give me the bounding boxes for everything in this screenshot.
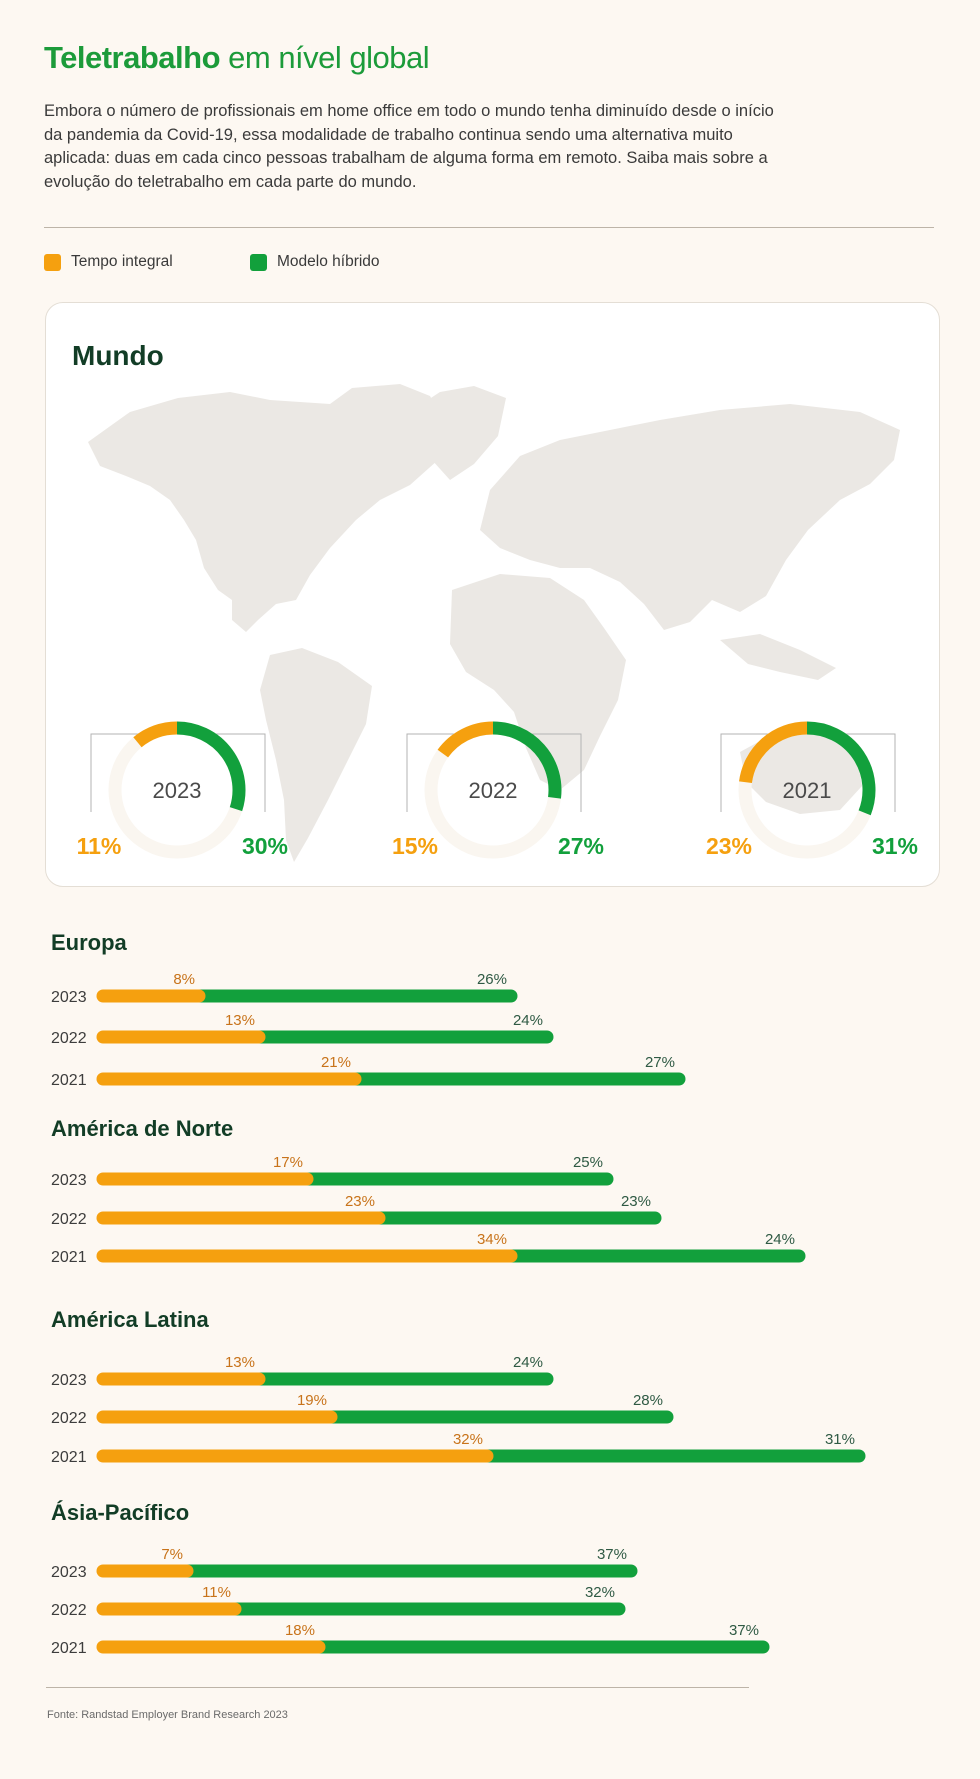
legend-item-hybrid: Modelo híbrido bbox=[250, 253, 380, 271]
region-title: Europa bbox=[51, 930, 127, 955]
donut-2022: 2022 15% 27% bbox=[392, 721, 604, 859]
footer-divider bbox=[46, 1687, 749, 1688]
bar-year-label: 2021 bbox=[51, 1249, 87, 1266]
region-group: 2023 7% 37% 2022 11% 32% 2021 18% 37% bbox=[51, 1546, 770, 1657]
legend-label-hybrid: Modelo híbrido bbox=[277, 253, 380, 270]
donut-year-label: 2022 bbox=[469, 778, 518, 803]
bar-year-label: 2023 bbox=[51, 1172, 87, 1189]
donut-arc-hybrid bbox=[176, 721, 246, 812]
bar-year-label: 2022 bbox=[51, 1410, 87, 1427]
map-south-america bbox=[260, 648, 372, 862]
bar-row: 2022 19% 28% bbox=[51, 1392, 674, 1427]
bar-full-time-label: 23% bbox=[345, 1193, 375, 1210]
divider bbox=[44, 227, 934, 228]
region-group: 2023 13% 24% 2022 19% 28% 2021 32% 31% bbox=[51, 1354, 866, 1466]
bar-full-time-label: 7% bbox=[161, 1546, 183, 1563]
bar-hybrid-label: 24% bbox=[513, 1012, 543, 1029]
donut-arc-full-time bbox=[437, 721, 494, 758]
bar-year-label: 2021 bbox=[51, 1072, 87, 1089]
page-title-light: em nível global bbox=[220, 40, 430, 75]
bar-full-time-label: 11% bbox=[202, 1584, 231, 1601]
bar-full-time-label: 17% bbox=[273, 1154, 303, 1171]
map-southeast-asia bbox=[720, 634, 836, 680]
legend-swatch-hybrid bbox=[250, 253, 267, 271]
donut-arc-full-time bbox=[133, 721, 178, 748]
bar-hybrid-label: 24% bbox=[513, 1354, 543, 1371]
region-title: Ásia-Pacífico bbox=[51, 1500, 190, 1525]
bar-year-label: 2022 bbox=[51, 1602, 87, 1619]
bar-row: 2022 11% 32% bbox=[51, 1584, 626, 1619]
region-group: 2023 8% 26% 2022 13% 24% 2021 21% 27% bbox=[51, 971, 686, 1089]
donut-hybrid-label: 30% bbox=[242, 833, 288, 859]
map-eurasia bbox=[480, 404, 900, 630]
bar-row: 2023 17% 25% bbox=[51, 1154, 614, 1189]
bar-year-label: 2023 bbox=[51, 1564, 87, 1581]
bar-row: 2022 23% 23% bbox=[51, 1193, 662, 1228]
bar-row: 2023 7% 37% bbox=[51, 1546, 638, 1581]
world-title: Mundo bbox=[72, 340, 164, 371]
legend-swatch-full-time bbox=[44, 253, 61, 271]
region-title: América Latina bbox=[51, 1307, 209, 1332]
donut-year-label: 2021 bbox=[783, 778, 832, 803]
bar-row: 2023 8% 26% bbox=[51, 971, 518, 1006]
donut-2021: 2021 23% 31% bbox=[706, 721, 918, 859]
page-title-bold: Teletrabalho bbox=[44, 40, 221, 75]
bar-full-time-label: 13% bbox=[225, 1354, 255, 1371]
bar-hybrid-label: 31% bbox=[825, 1431, 855, 1448]
bar-hybrid-label: 37% bbox=[729, 1622, 759, 1639]
map-north-america bbox=[88, 384, 445, 632]
bar-row: 2022 13% 24% bbox=[51, 1012, 554, 1047]
donut-arc-hybrid bbox=[806, 721, 876, 816]
bar-hybrid-label: 25% bbox=[573, 1154, 603, 1171]
bar-year-label: 2023 bbox=[51, 989, 87, 1006]
bar-full-time-label: 34% bbox=[477, 1231, 507, 1248]
donut-2023: 2023 11% 30% bbox=[77, 721, 288, 859]
page-title: Teletrabalho em nível global bbox=[44, 40, 430, 76]
bar-row: 2021 21% 27% bbox=[51, 1054, 686, 1089]
bar-hybrid-label: 37% bbox=[597, 1546, 627, 1563]
legend-label-full-time: Tempo integral bbox=[71, 253, 173, 270]
region-title: América de Norte bbox=[51, 1116, 234, 1141]
bar-hybrid-label: 28% bbox=[633, 1392, 663, 1409]
world-map bbox=[88, 384, 900, 862]
bar-year-label: 2022 bbox=[51, 1030, 87, 1047]
bar-row: 2021 34% 24% bbox=[51, 1231, 806, 1266]
donut-hybrid-label: 31% bbox=[872, 833, 918, 859]
bar-row: 2021 18% 37% bbox=[51, 1622, 770, 1657]
bar-row: 2023 13% 24% bbox=[51, 1354, 554, 1389]
bar-full-time-label: 21% bbox=[321, 1054, 351, 1071]
donut-hybrid-label: 27% bbox=[558, 833, 604, 859]
bar-year-label: 2021 bbox=[51, 1449, 87, 1466]
bar-full-time-label: 32% bbox=[453, 1431, 483, 1448]
bar-full-time-label: 8% bbox=[173, 971, 195, 988]
bar-hybrid-label: 32% bbox=[585, 1584, 615, 1601]
donut-full-time-label: 23% bbox=[706, 833, 752, 859]
bar-hybrid-label: 26% bbox=[477, 971, 507, 988]
region-group: 2023 17% 25% 2022 23% 23% 2021 34% 24% bbox=[51, 1154, 806, 1266]
bar-year-label: 2021 bbox=[51, 1640, 87, 1657]
bar-hybrid-label: 23% bbox=[621, 1193, 651, 1210]
bar-year-label: 2022 bbox=[51, 1211, 87, 1228]
bar-year-label: 2023 bbox=[51, 1372, 87, 1389]
bar-row: 2021 32% 31% bbox=[51, 1431, 866, 1466]
legend-item-full-time: Tempo integral bbox=[44, 253, 173, 271]
map-australia bbox=[740, 730, 862, 814]
donut-year-label: 2023 bbox=[153, 778, 202, 803]
bar-hybrid-label: 27% bbox=[645, 1054, 675, 1071]
world-donuts: 2023 11% 30% 2022 15% 27% 2021 23% 31% bbox=[77, 721, 918, 859]
bar-full-time-label: 13% bbox=[225, 1012, 255, 1029]
map-greenland bbox=[405, 386, 506, 480]
donut-arc-full-time bbox=[739, 721, 808, 784]
intro-paragraph: Embora o número de profissionais em home… bbox=[44, 102, 774, 191]
donut-full-time-label: 15% bbox=[392, 833, 438, 859]
bar-full-time-label: 18% bbox=[285, 1622, 315, 1639]
source-note: Fonte: Randstad Employer Brand Research … bbox=[47, 1709, 288, 1721]
donut-full-time-label: 11% bbox=[77, 833, 122, 859]
donut-arc-hybrid bbox=[492, 721, 562, 799]
map-africa bbox=[450, 574, 626, 790]
bar-hybrid-label: 24% bbox=[765, 1231, 795, 1248]
bar-full-time-label: 19% bbox=[297, 1392, 327, 1409]
